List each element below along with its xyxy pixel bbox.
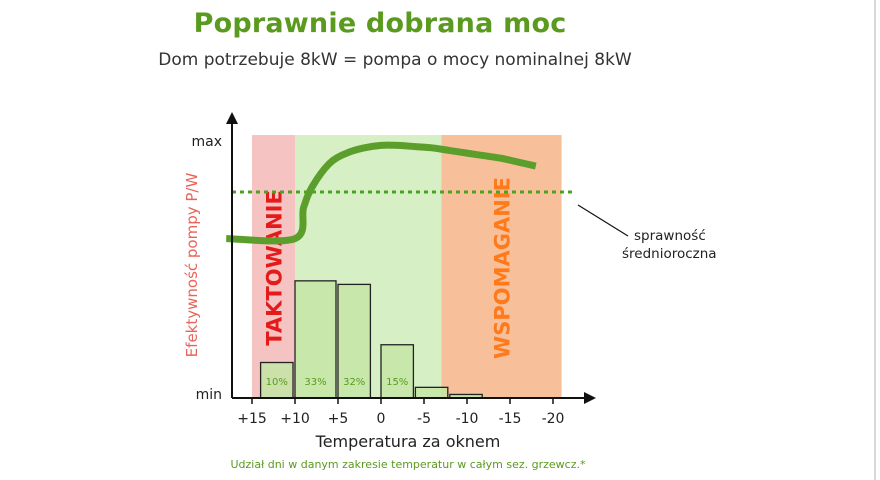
y-axis-label: Efektywność pompy P/W bbox=[183, 173, 201, 358]
bars-layer: 10% 33% 32% 15% bbox=[259, 280, 483, 399]
x-tick-label-2: +5 bbox=[328, 411, 349, 427]
x-axis-label: Temperatura za oknem bbox=[315, 432, 501, 451]
x-tick-label-6: -15 bbox=[499, 411, 522, 427]
y-tick-min: min bbox=[196, 387, 222, 403]
x-tick-label-3: 0 bbox=[377, 411, 386, 427]
y-axis-arrow-icon bbox=[226, 112, 238, 124]
average-leader-line bbox=[577, 204, 629, 237]
bar-4 bbox=[414, 386, 449, 399]
bar-label-0: 10% bbox=[266, 377, 288, 388]
x-tick-label-1: +10 bbox=[280, 411, 310, 427]
chart-subtitle: Dom potrzebuje 8kW = pompa o mocy nomina… bbox=[158, 50, 632, 70]
ticks-layer: +15 +10 +5 0 -5 -10 -15 -20 bbox=[237, 398, 564, 427]
x-tick-label-4: -5 bbox=[417, 411, 431, 427]
efficiency-curve bbox=[226, 141, 537, 245]
bar-3 bbox=[380, 344, 415, 399]
bar-label-2: 32% bbox=[343, 377, 365, 388]
x-tick-label-7: -20 bbox=[542, 411, 565, 427]
x-tick-label-5: -10 bbox=[456, 411, 479, 427]
slide-border bbox=[874, 0, 876, 480]
bar-label-1: 33% bbox=[304, 377, 326, 388]
x-axis-arrow-icon bbox=[584, 392, 596, 404]
axes-layer bbox=[226, 112, 596, 404]
zone-2 bbox=[441, 135, 562, 398]
footnote: Udział dni w danym zakresie temperatur w… bbox=[231, 458, 586, 471]
y-tick-max: max bbox=[191, 134, 222, 150]
zone-0 bbox=[252, 135, 295, 398]
bar-label-3: 15% bbox=[386, 377, 408, 388]
curve-layer bbox=[226, 141, 572, 245]
chart-title: Poprawnie dobrana moc bbox=[193, 8, 567, 39]
x-tick-label-0: +15 bbox=[237, 411, 267, 427]
zone-label-0: TAKTOWANIE bbox=[263, 190, 287, 346]
zone-label-2: WSPOMAGANIE bbox=[490, 177, 514, 359]
average-line-label: sprawność średnioroczna bbox=[622, 228, 717, 262]
